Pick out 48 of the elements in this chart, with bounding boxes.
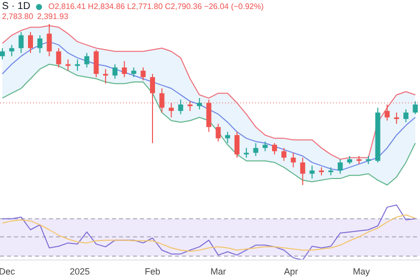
candlestick xyxy=(403,108,408,123)
candlestick xyxy=(216,123,221,142)
candlestick xyxy=(9,44,14,57)
candlestick xyxy=(131,66,136,78)
candlestick xyxy=(112,64,118,80)
text: 2,783.80 xyxy=(2,12,34,21)
x-tick-label: Mar xyxy=(210,266,226,276)
candlestick xyxy=(178,99,184,115)
candlestick xyxy=(122,60,127,78)
candlestick xyxy=(244,147,249,158)
candlestick xyxy=(196,98,202,110)
candlestick xyxy=(394,112,400,124)
candlestick xyxy=(46,24,52,57)
candlestick xyxy=(290,152,296,168)
candlestick xyxy=(94,49,99,78)
candlestick xyxy=(310,165,315,180)
candlestick xyxy=(338,158,343,174)
candlestick xyxy=(253,142,258,157)
x-tick-label: Feb xyxy=(144,266,160,276)
x-tick-label: Dec xyxy=(0,266,16,276)
x-tick-label: 2025 xyxy=(70,266,90,276)
candlestick xyxy=(103,68,108,84)
candlestick xyxy=(225,131,230,144)
candlestick xyxy=(159,88,164,114)
candlestick xyxy=(262,141,268,152)
candlestick xyxy=(28,32,34,54)
candlestick xyxy=(234,131,240,158)
candlestick xyxy=(18,32,24,54)
candlestick xyxy=(84,52,90,68)
text: 2,391.93 xyxy=(37,12,68,21)
candlestick xyxy=(37,34,42,54)
candlestick xyxy=(140,66,146,81)
candlestick xyxy=(281,147,286,162)
candlestick xyxy=(150,73,156,144)
x-tick-label: May xyxy=(352,266,370,276)
candlestick xyxy=(188,100,193,112)
candlestick xyxy=(272,142,278,155)
candlestick xyxy=(384,104,390,122)
chart-title: S · 1D xyxy=(2,1,30,12)
candlestick xyxy=(168,102,174,118)
candlestick xyxy=(0,48,5,60)
candlestick xyxy=(74,58,80,72)
x-tick-label: Apr xyxy=(284,266,298,276)
chart-subtitle: O2,816.41 H2,834.86 L2,771.80 C2,790.36 −26.04 (−0.92%) xyxy=(48,2,264,11)
candlestick xyxy=(66,58,71,72)
candlestick xyxy=(412,100,418,115)
candlestick xyxy=(300,157,306,186)
candlestick xyxy=(56,48,62,68)
